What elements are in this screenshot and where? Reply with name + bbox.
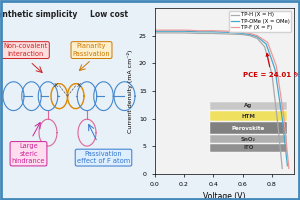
X-axis label: Voltage (V): Voltage (V)	[203, 192, 245, 200]
TP-OMe (X = OMe)	[197, 31, 200, 33]
TP-F (X = F)	[226, 30, 230, 32]
TP-F (X = F)	[256, 34, 259, 37]
Text: Non-covalent
interaction: Non-covalent interaction	[3, 43, 48, 57]
TP-F (X = F)	[167, 29, 171, 31]
Text: HTM: HTM	[242, 114, 255, 119]
TP-F (X = F)	[274, 65, 278, 67]
TP-F (X = F)	[182, 29, 186, 31]
TP-OMe (X = OMe)	[182, 30, 186, 32]
Bar	[210, 135, 287, 143]
Text: X: X	[54, 83, 58, 88]
TP-F (X = F)	[241, 31, 244, 34]
TP-H (X = H)	[276, 123, 280, 125]
TP-OMe (X = OMe)	[226, 31, 230, 34]
TP-OMe (X = OMe)	[286, 164, 289, 167]
Bar	[210, 122, 287, 134]
Text: Perovskite: Perovskite	[232, 126, 265, 131]
Bar	[210, 111, 287, 121]
Line: TP-OMe (X = OMe): TP-OMe (X = OMe)	[154, 31, 287, 166]
Text: Large
steric
hindrance: Large steric hindrance	[12, 143, 45, 164]
Text: Synthetic simplicity: Synthetic simplicity	[0, 10, 77, 19]
TP-H (X = H)	[241, 33, 244, 36]
TP-F (X = F)	[197, 29, 200, 32]
TP-H (X = H)	[270, 73, 274, 76]
TP-H (X = H)	[153, 32, 156, 34]
Bar	[210, 144, 287, 152]
Text: Low cost: Low cost	[91, 10, 128, 19]
TP-H (X = H)	[263, 46, 266, 48]
TP-F (X = F)	[266, 41, 269, 44]
TP-F (X = F)	[153, 29, 156, 31]
TP-OMe (X = OMe)	[241, 32, 244, 35]
TP-OMe (X = OMe)	[280, 117, 284, 120]
Line: TP-H (X = H): TP-H (X = H)	[154, 33, 282, 168]
Y-axis label: Current density (mA cm⁻²): Current density (mA cm⁻²)	[128, 49, 134, 133]
TP-OMe (X = OMe)	[256, 36, 259, 38]
TP-OMe (X = OMe)	[153, 30, 156, 32]
TP-H (X = H)	[197, 32, 200, 35]
TP-F (X = F)	[248, 32, 252, 35]
TP-H (X = H)	[212, 32, 215, 35]
TP-OMe (X = OMe)	[212, 31, 215, 33]
TP-OMe (X = OMe)	[248, 33, 252, 36]
Bar	[210, 102, 287, 110]
TP-H (X = H)	[248, 34, 252, 37]
TP-F (X = F)	[282, 115, 286, 117]
TP-H (X = H)	[182, 32, 186, 34]
Text: Passivation
effect of F atom: Passivation effect of F atom	[77, 151, 130, 164]
Legend: TP-H (X = H), TP-OMe (X = OMe), TP-F (X = F): TP-H (X = H), TP-OMe (X = OMe), TP-F (X …	[229, 11, 291, 32]
TP-OMe (X = OMe)	[273, 68, 277, 70]
TP-F (X = F)	[212, 29, 215, 32]
TP-OMe (X = OMe)	[167, 30, 171, 32]
TP-H (X = H)	[256, 37, 259, 40]
TP-OMe (X = OMe)	[264, 43, 268, 45]
TP-F (X = F)	[287, 167, 291, 170]
TP-H (X = H)	[226, 33, 230, 35]
Text: Ag: Ag	[244, 103, 253, 108]
Text: ITO: ITO	[243, 145, 254, 150]
Text: SnO₂: SnO₂	[241, 137, 256, 142]
Text: X: X	[76, 83, 81, 88]
TP-H (X = H)	[280, 167, 284, 170]
Text: Planarity
Passivation: Planarity Passivation	[73, 43, 110, 57]
Text: PCE = 24.01 %: PCE = 24.01 %	[243, 53, 300, 78]
TP-H (X = H)	[167, 32, 171, 34]
Line: TP-F (X = F): TP-F (X = F)	[154, 30, 289, 168]
